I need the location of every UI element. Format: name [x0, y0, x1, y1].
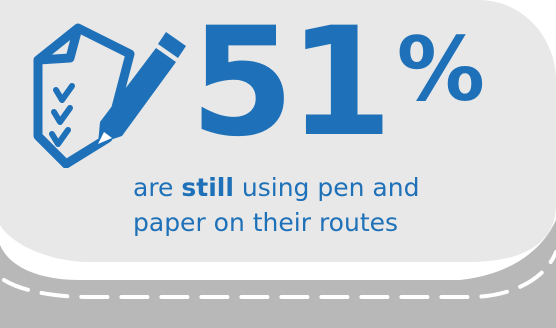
road-dashes [2, 250, 556, 299]
caption-line-2: paper on their routes [133, 208, 399, 237]
caption-line-1: are still using pen and [133, 170, 463, 205]
stat-figure: 51% [190, 8, 485, 158]
content-panel [0, 0, 556, 262]
caption-prefix: are [133, 173, 182, 202]
caption-line1-rest: using pen and [233, 173, 420, 202]
stat-caption: are still using pen and paper on their r… [133, 170, 463, 240]
caption-emphasis: still [181, 173, 234, 202]
stat-percent-sign: % [396, 18, 485, 121]
road-band [0, 220, 556, 328]
pen-icon [98, 32, 186, 144]
stat-number: 51 [190, 0, 393, 170]
checklist-document-icon [33, 23, 186, 168]
